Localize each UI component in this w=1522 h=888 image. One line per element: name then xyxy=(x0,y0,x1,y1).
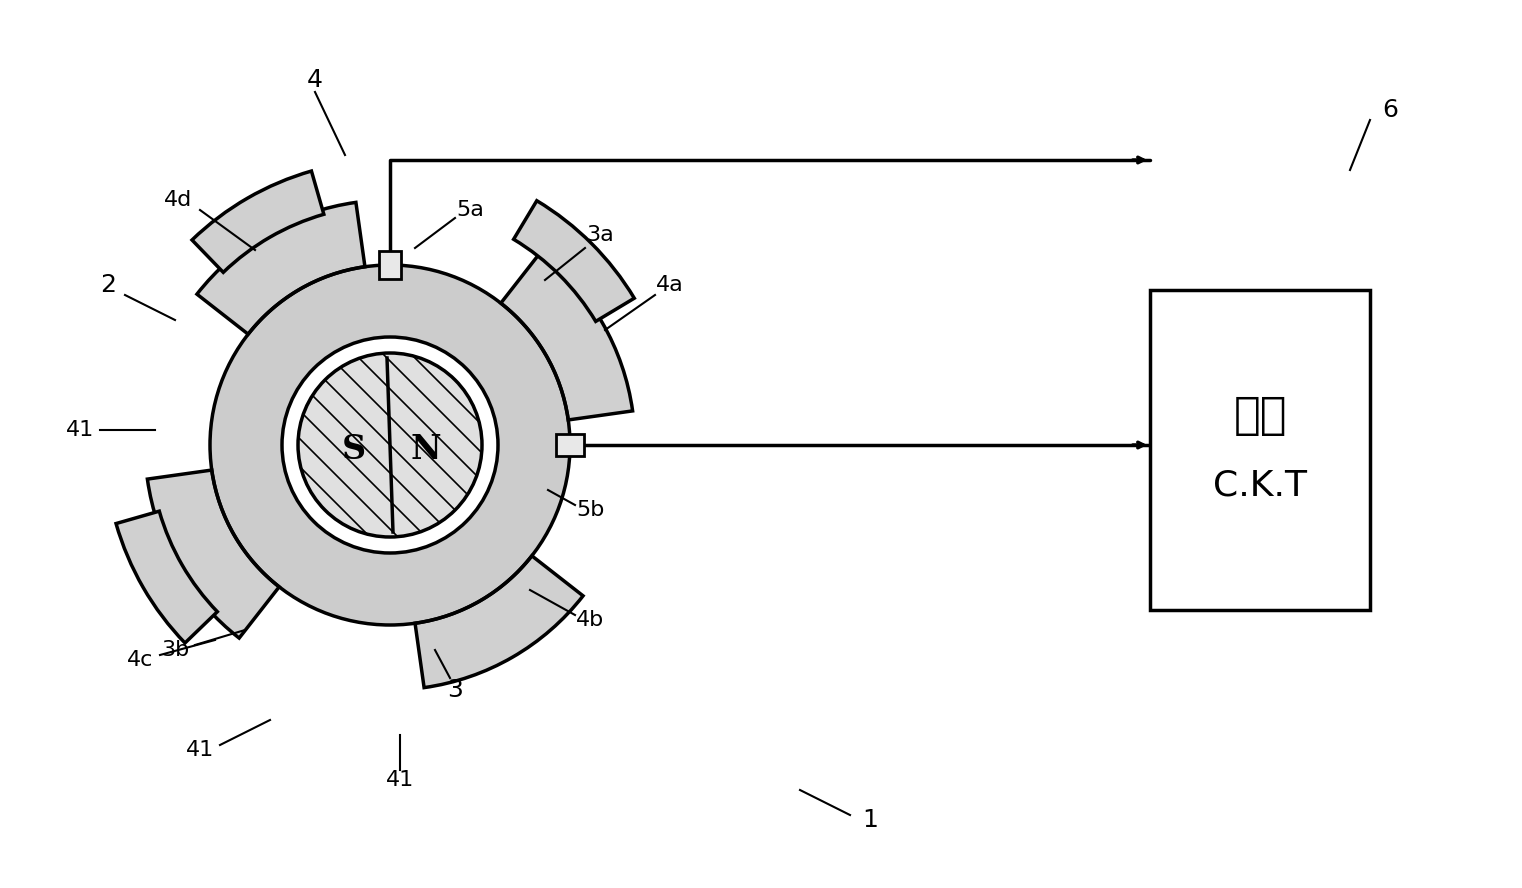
Wedge shape xyxy=(148,470,279,638)
Text: 2: 2 xyxy=(100,273,116,297)
Text: 4: 4 xyxy=(307,68,323,92)
Circle shape xyxy=(298,353,482,537)
Text: 5b: 5b xyxy=(575,500,604,520)
Wedge shape xyxy=(192,171,324,273)
Text: 41: 41 xyxy=(186,740,215,760)
Wedge shape xyxy=(416,556,583,687)
Text: 3b: 3b xyxy=(161,640,189,660)
Text: 4d: 4d xyxy=(164,190,192,210)
Wedge shape xyxy=(513,201,635,321)
Text: 41: 41 xyxy=(65,420,94,440)
Text: 41: 41 xyxy=(387,770,414,790)
Wedge shape xyxy=(196,202,365,334)
Text: 4c: 4c xyxy=(126,650,154,670)
Text: C.K.T: C.K.T xyxy=(1213,468,1307,502)
Bar xyxy=(1151,290,1370,610)
Text: 计算: 计算 xyxy=(1233,393,1286,437)
Text: 5a: 5a xyxy=(457,200,484,220)
Text: N: N xyxy=(411,432,441,465)
Text: 1: 1 xyxy=(861,808,878,832)
Text: 3a: 3a xyxy=(586,225,613,245)
Wedge shape xyxy=(116,511,218,643)
Text: 6: 6 xyxy=(1382,98,1399,122)
Text: 4b: 4b xyxy=(575,610,604,630)
Text: 3: 3 xyxy=(447,678,463,702)
Wedge shape xyxy=(501,252,633,420)
Text: S: S xyxy=(342,432,367,465)
Text: 4a: 4a xyxy=(656,275,683,295)
Bar xyxy=(556,434,584,456)
Bar xyxy=(379,251,400,279)
